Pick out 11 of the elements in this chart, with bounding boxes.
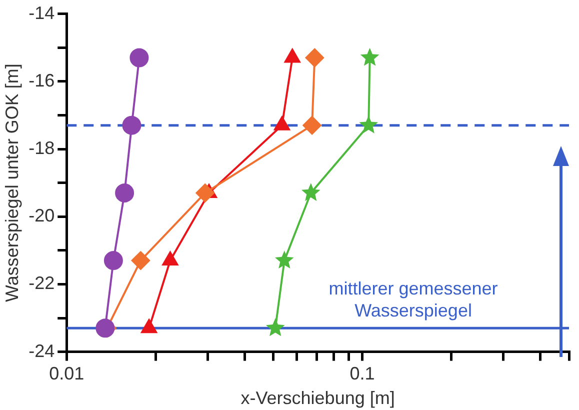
y-tick-label: -20 xyxy=(28,206,55,226)
y-tick-label: -14 xyxy=(28,2,55,23)
y-tick-label: -16 xyxy=(28,70,55,90)
y-tick-label: -18 xyxy=(28,138,55,158)
y-axis-title: Wasserspiegel unter GOK [m] xyxy=(2,64,22,302)
x-tick-label: 0.01 xyxy=(49,364,84,384)
x-tick-label: 0.1 xyxy=(350,364,375,384)
y-tick-label: -22 xyxy=(28,273,55,294)
annotation: mittlerer gemessener Wasserspiegel xyxy=(328,278,498,320)
x-axis-title: x-Verschiebung [m] xyxy=(240,388,395,408)
y-tick-label: -24 xyxy=(28,340,55,361)
